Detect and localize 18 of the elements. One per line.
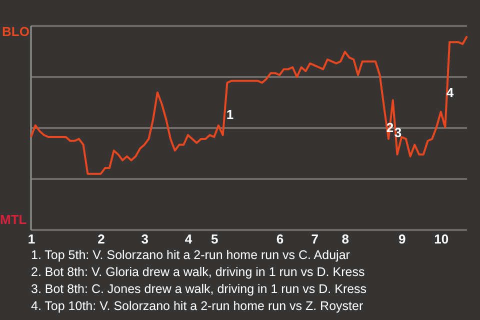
text: BLO <box>2 24 30 39</box>
annotation: 2 <box>386 120 394 135</box>
x-tick-label: 8 <box>342 232 350 246</box>
x-tick-label: 5 <box>211 232 218 246</box>
x-tick-label: 2 <box>98 232 105 246</box>
x-tick-label: 6 <box>276 232 284 246</box>
text: MTL <box>0 212 27 227</box>
text: 3. Bot 8th: C. Jones drew a walk, driving in 1 run vs D. Kress <box>31 282 367 296</box>
annotation: 1 <box>226 107 234 122</box>
x-tick-label: 4 <box>184 232 193 246</box>
text: 2. Bot 8th: V. Gloria drew a walk, driving in 1 run vs D. Kress <box>31 265 365 279</box>
x-tick-label: 9 <box>398 232 406 246</box>
x-tick-label: 1 <box>28 232 36 246</box>
x-tick-label: 3 <box>141 232 148 246</box>
text: 1. Top 5th: V. Solorzano hit a 2-run home run vs C. Adujar <box>31 248 350 262</box>
text: 4. Top 10th: V. Solorzano hit a 2-run home run vs Z. Royster <box>31 299 364 313</box>
x-tick-label: 7 <box>311 232 319 246</box>
x-tick-label: 10 <box>434 232 449 246</box>
